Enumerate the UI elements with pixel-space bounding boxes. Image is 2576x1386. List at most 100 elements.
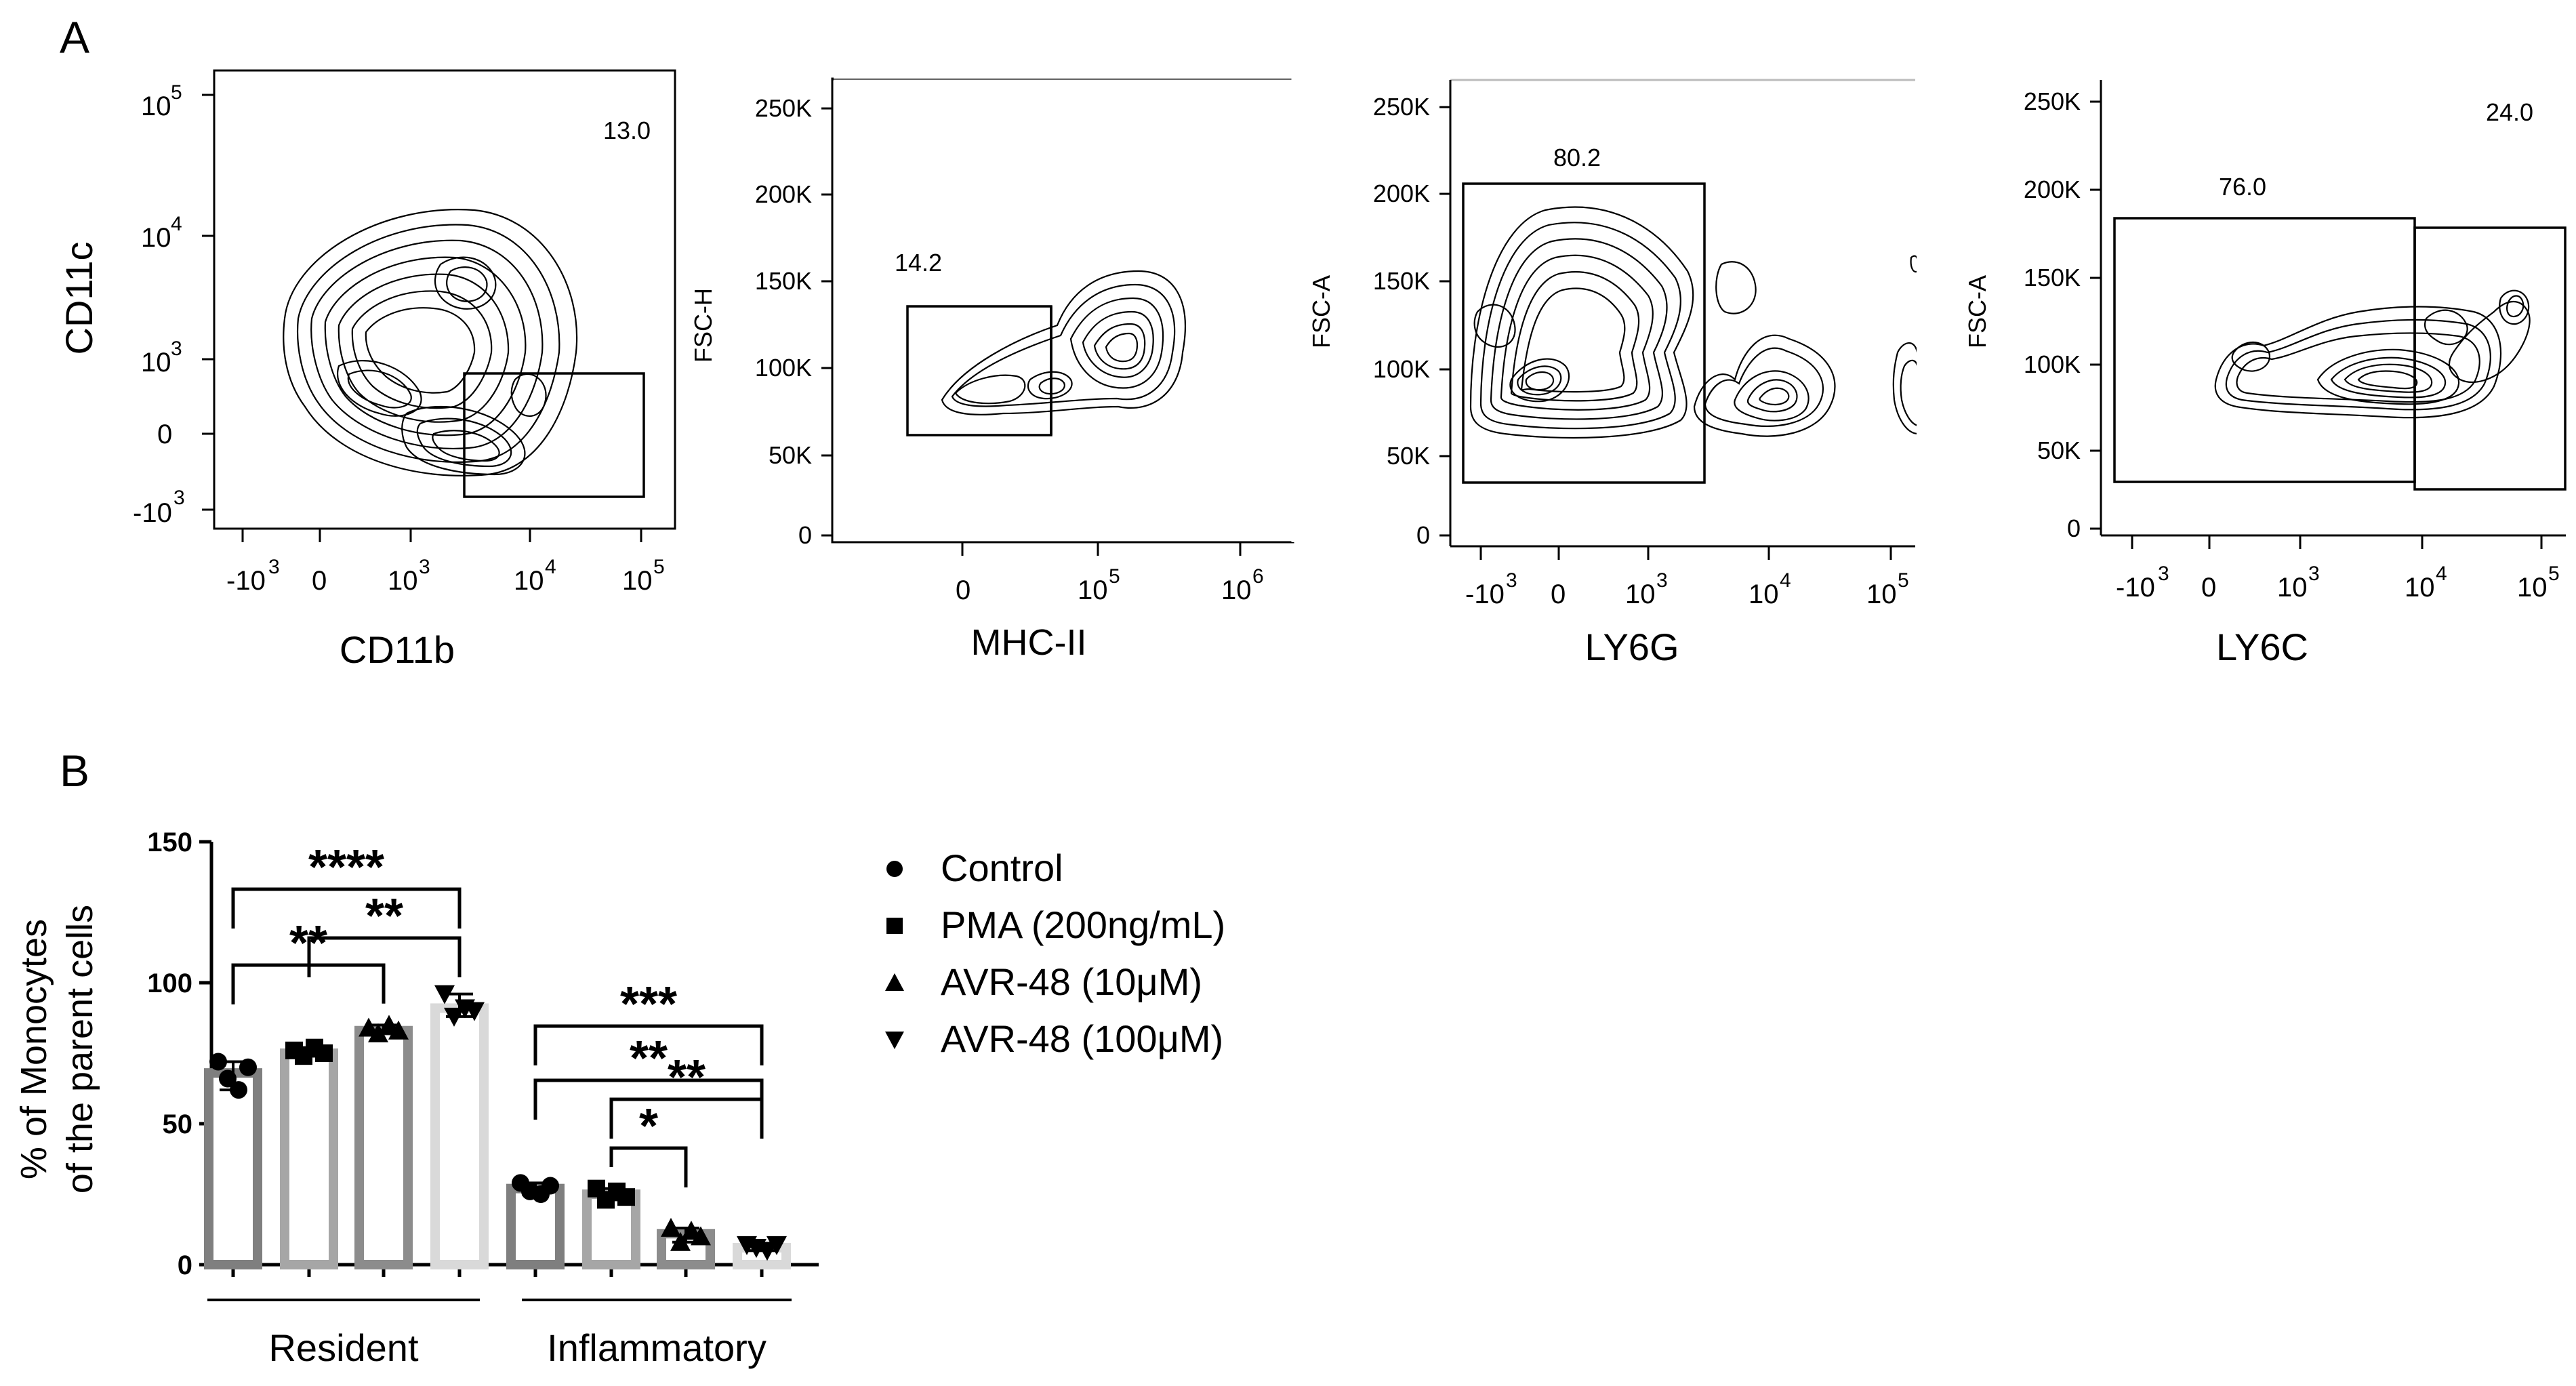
x-axis-label: LY6C xyxy=(2216,626,2308,668)
y-tick-label: 250K xyxy=(1373,93,1430,121)
x-axis-label: LY6G xyxy=(1585,626,1679,668)
gate-percentage: 76.0 xyxy=(2219,173,2266,201)
group-labels: Resident Inflammatory xyxy=(207,1299,792,1369)
x-tick-label: 5 xyxy=(653,556,665,578)
y-tick-label: 0 xyxy=(178,1250,192,1280)
data-point xyxy=(464,1002,485,1021)
panel-a-letter: A xyxy=(60,12,89,62)
x-axis-label: MHC-II xyxy=(971,622,1087,663)
x-tick-label: 0 xyxy=(2201,573,2216,603)
legend-label: AVR-48 (100μM) xyxy=(941,1017,1223,1060)
legend-marker-square xyxy=(886,918,903,934)
significance-bracket xyxy=(609,1146,688,1187)
significance-label: ** xyxy=(630,1032,668,1086)
x-tick-label: 3 xyxy=(419,556,430,578)
x-tick-label: -10 xyxy=(1465,579,1505,609)
x-tick-label: 10 xyxy=(1866,579,1897,609)
x-tick-label: 3 xyxy=(2158,563,2169,585)
significance-label: **** xyxy=(308,840,384,895)
data-point xyxy=(617,1188,635,1206)
y-tick-label: 100K xyxy=(1373,355,1430,383)
y-tick-label: 250K xyxy=(2024,87,2081,115)
gate-box xyxy=(906,305,1052,436)
significance-brackets: ****** ******* *** xyxy=(231,840,764,1187)
x-tick-label: 0 xyxy=(1551,579,1566,609)
x-tick-label: 10 xyxy=(514,566,544,596)
significance-bracket xyxy=(307,936,462,977)
gate-box xyxy=(2413,226,2567,491)
data-point xyxy=(541,1177,559,1195)
x-tick-label: 4 xyxy=(2436,563,2447,585)
panel-b-letter: B xyxy=(60,746,89,796)
y-tick-label: 200K xyxy=(1373,180,1430,207)
x-tick-label: 3 xyxy=(2308,563,2320,585)
y-tick-label: 50 xyxy=(163,1109,193,1139)
flow-plot-ly6c-fsca: 76.0 24.0 250K 200K 150K 100K 50K 0 -10 … xyxy=(1963,80,2567,668)
y-tick-label: 0 xyxy=(157,420,172,449)
x-axis-ticks xyxy=(241,529,642,542)
y-tick-label: -10 xyxy=(133,498,172,528)
plot-frame-mask xyxy=(834,70,1301,79)
y-tick-label: 0 xyxy=(798,521,812,549)
contour-population xyxy=(1469,206,1919,439)
legend-label: PMA (200ng/mL) xyxy=(941,903,1225,946)
x-tick-label: 6 xyxy=(1252,565,1264,588)
x-tick-label: 0 xyxy=(956,575,970,605)
gate-percentage: 80.2 xyxy=(1553,144,1601,171)
bar xyxy=(430,1003,489,1269)
gate-percentage: 13.0 xyxy=(603,117,651,144)
y-tick-label: 150K xyxy=(755,267,812,295)
y-axis-ticks xyxy=(821,107,832,537)
x-axis-label: CD11b xyxy=(340,628,455,671)
legend-marker-triangle-down xyxy=(885,1032,904,1049)
y-axis-label: FSC-A xyxy=(1307,275,1335,348)
bar xyxy=(280,1048,338,1269)
y-tick-label: 250K xyxy=(755,94,812,122)
y-tick-label: 50K xyxy=(1387,442,1430,470)
gate-percentage: 14.2 xyxy=(895,249,942,277)
data-point xyxy=(434,985,455,1004)
y-tick-label: 50K xyxy=(769,441,812,469)
x-tick-label: 10 xyxy=(2405,573,2435,603)
x-tick-label: 3 xyxy=(1656,569,1668,592)
significance-label: ** xyxy=(668,1051,706,1105)
flow-plot-ly6g-fsca: 80.2 250K 200K 150K 100K 50K 0 -10 3 0 1… xyxy=(1307,75,1944,668)
y-tick-label: 100K xyxy=(755,354,812,382)
legend-label: AVR-48 (10μM) xyxy=(941,960,1202,1003)
x-tick-label: 10 xyxy=(1749,579,1779,609)
x-tick-label: 10 xyxy=(1625,579,1656,609)
significance-bracket xyxy=(533,1024,764,1065)
y-axis-ticks xyxy=(1439,106,1450,537)
significance-label: * xyxy=(639,1099,658,1154)
y-tick-label: 100K xyxy=(2024,350,2081,378)
x-tick-label: 3 xyxy=(1506,569,1517,592)
y-tick-label: 5 xyxy=(171,81,182,104)
contour-population xyxy=(2214,289,2531,419)
y-tick-label: 0 xyxy=(1416,521,1430,549)
y-tick-label: 3 xyxy=(173,487,185,509)
y-axis-label: CD11c xyxy=(58,241,100,354)
flow-plot-cd11b-cd11c: 13.0 10 5 10 4 10 3 0 -10 3 -10 3 0 10 3… xyxy=(58,69,676,671)
x-tick-label: 5 xyxy=(1898,569,1909,592)
x-tick-label: 5 xyxy=(1109,565,1120,588)
y-axis-label: FSC-H xyxy=(689,288,717,363)
legend-marker-circle xyxy=(886,861,903,877)
significance-bracket xyxy=(231,887,462,929)
y-axis-label-line1: % of Monocytes xyxy=(14,919,54,1179)
x-tick-label: -10 xyxy=(226,566,266,596)
legend: Control PMA (200ng/mL) AVR-48 (10μM) AVR-48… xyxy=(885,847,1225,1060)
y-axis-label: FSC-A xyxy=(1963,275,1991,348)
legend-label: Control xyxy=(941,847,1063,889)
gate-box xyxy=(2113,217,2416,483)
x-tick-label: 10 xyxy=(622,566,653,596)
y-tick-label: 50K xyxy=(2037,436,2081,464)
y-tick-label: 200K xyxy=(2024,176,2081,203)
y-tick-label: 150K xyxy=(1373,267,1430,295)
gate-percentage: 24.0 xyxy=(2486,98,2533,126)
legend-marker-triangle-up xyxy=(885,973,904,991)
y-tick-label: 10 xyxy=(141,348,171,378)
y-tick-label: 3 xyxy=(171,338,182,360)
x-axis-ticks xyxy=(2131,535,2543,549)
x-tick-label: 10 xyxy=(1078,575,1108,605)
gate-box xyxy=(463,372,645,498)
